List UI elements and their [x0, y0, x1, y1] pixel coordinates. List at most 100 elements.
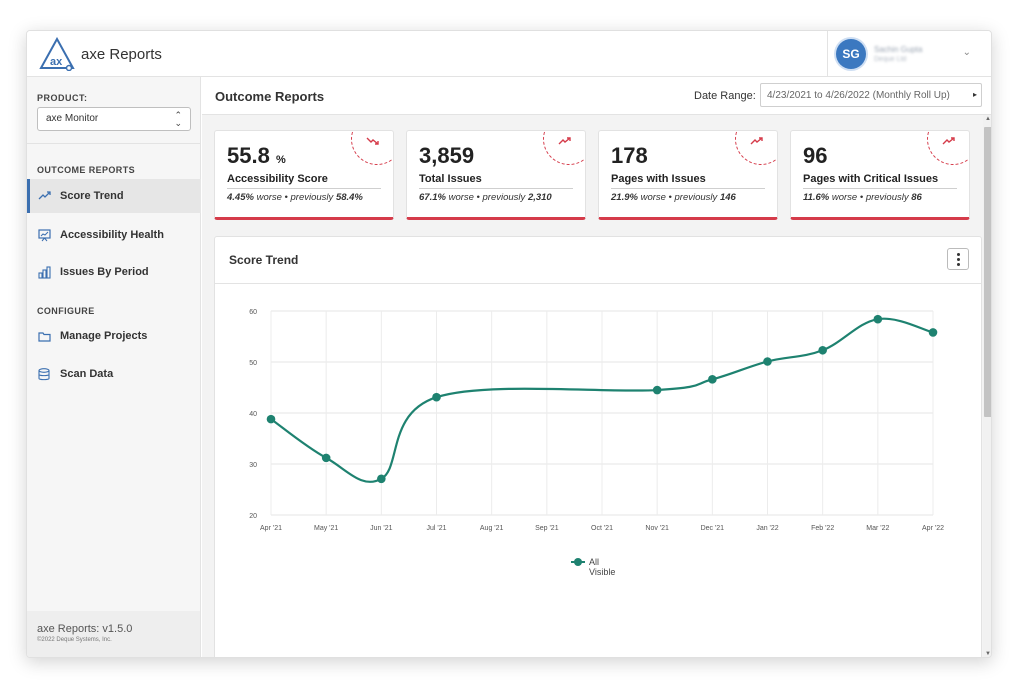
metric-delta: 67.1% worse • previously 2,310 [419, 192, 552, 203]
version-footer: axe Reports: v1.5.0 ©2022 Deque Systems,… [27, 611, 200, 657]
date-range-label: Date Range: [694, 90, 756, 102]
select-arrows-icon: ⌃ ⌄ [174, 110, 182, 128]
x-tick-label: Feb '22 [811, 525, 834, 532]
trend-up-icon [927, 131, 969, 165]
sidebar-item-scan-data[interactable]: Scan Data [27, 357, 201, 391]
database-icon [37, 367, 51, 381]
x-tick-label: Apr '21 [260, 525, 282, 532]
y-tick-label: 40 [249, 411, 257, 418]
data-point [266, 414, 276, 424]
date-range-value: 4/23/2021 to 4/26/2022 (Monthly Roll Up) [767, 90, 950, 101]
y-tick-label: 60 [249, 309, 257, 316]
page-title: Outcome Reports [215, 89, 325, 104]
top-bar: ax axe Reports SG Sachin Gupta Deque Ltd… [27, 31, 991, 77]
divider [803, 188, 957, 189]
score-trend-chart: 20 30 40 50 60 Apr '21 May '21 Jun '21 Jul '21 Au… [249, 309, 944, 532]
metric-card-total-issues[interactable]: 3,859 Total Issues 67.1% worse • previou… [406, 130, 586, 220]
sidebar-item-label: Issues By Period [60, 266, 149, 278]
data-point [432, 392, 441, 402]
metric-delta: 21.9% worse • previously 146 [611, 192, 736, 203]
chart-legend[interactable]: All Visible [571, 557, 615, 577]
scroll-thumb[interactable] [984, 127, 991, 417]
divider [419, 188, 573, 189]
sidebar-item-label: Manage Projects [60, 330, 148, 342]
chart-title: Score Trend [229, 253, 299, 267]
bar-chart-icon [37, 265, 51, 279]
x-tick-label: Apr '22 [922, 525, 944, 532]
vertical-scrollbar[interactable]: ▲ ▼ [983, 115, 991, 657]
trend-icon [37, 189, 51, 203]
score-trend-panel: Score Trend 20 30 40 50 60 Apr '21 May '21 Jun … [214, 236, 982, 657]
scroll-down-icon[interactable]: ▼ [985, 651, 991, 657]
metric-label: Pages with Issues [611, 173, 706, 185]
x-tick-label: Oct '21 [591, 525, 613, 532]
sidebar-item-label: Accessibility Health [60, 229, 164, 241]
x-tick-label: Aug '21 [480, 525, 504, 532]
product-label: PRODUCT: [37, 93, 88, 103]
trend-down-icon [351, 131, 393, 165]
more-options-button[interactable] [947, 248, 969, 270]
sidebar-item-issues-by-period[interactable]: Issues By Period [27, 255, 201, 289]
y-tick-label: 50 [249, 360, 257, 367]
metric-label: Total Issues [419, 173, 482, 185]
x-tick-label: Dec '21 [701, 525, 725, 532]
legend-marker [571, 558, 585, 566]
x-tick-label: Nov '21 [645, 525, 669, 532]
axe-logo-icon: ax [39, 37, 75, 71]
divider [227, 188, 381, 189]
metric-delta: 11.6% worse • previously 86 [803, 192, 922, 203]
x-tick-label: May '21 [314, 525, 338, 532]
app-window: ax axe Reports SG Sachin Gupta Deque Ltd… [26, 30, 992, 658]
app-title: axe Reports [81, 45, 162, 63]
data-point [708, 375, 717, 384]
trend-up-icon [543, 131, 585, 165]
app-logo[interactable]: ax axe Reports [39, 37, 162, 71]
sidebar-item-label: Scan Data [60, 368, 114, 380]
presentation-chart-icon [37, 228, 51, 242]
metric-card-pages-with-issues[interactable]: 178 Pages with Issues 21.9% worse • prev… [598, 130, 778, 220]
chevron-down-icon: ⌄ [962, 47, 971, 58]
sidebar: PRODUCT: axe Monitor ⌃ ⌄ OUTCOME REPORTS … [27, 77, 201, 657]
divider [27, 143, 200, 144]
metric-value: 55.8 % [227, 143, 286, 168]
user-name: Sachin Gupta [874, 45, 923, 54]
data-point [928, 328, 938, 337]
scroll-up-icon[interactable]: ▲ [985, 116, 991, 122]
section-outcome-reports: OUTCOME REPORTS [37, 165, 136, 175]
y-tick-label: 30 [249, 462, 257, 469]
metric-value: 178 [611, 143, 648, 168]
product-select-value: axe Monitor [46, 113, 99, 124]
metric-label: Pages with Critical Issues [803, 173, 939, 185]
avatar: SG [836, 39, 866, 69]
x-tick-label: Jul '21 [426, 525, 446, 532]
metric-card-accessibility-score[interactable]: 55.8 % Accessibility Score 4.45% worse •… [214, 130, 394, 220]
date-range-picker[interactable]: 4/23/2021 to 4/26/2022 (Monthly Roll Up)… [760, 83, 982, 107]
caret-right-icon: ▸ [972, 90, 977, 99]
sidebar-item-manage-projects[interactable]: Manage Projects [27, 319, 201, 353]
sidebar-item-score-trend[interactable]: Score Trend [27, 179, 201, 213]
content-area: 55.8 % Accessibility Score 4.45% worse •… [202, 115, 983, 657]
data-point [763, 357, 772, 366]
x-tick-label: Jan '22 [756, 525, 778, 532]
section-configure: CONFIGURE [37, 306, 95, 316]
main-header: Outcome Reports Date Range: 4/23/2021 to… [202, 77, 991, 115]
sidebar-item-accessibility-health[interactable]: Accessibility Health [27, 218, 201, 252]
svg-text:ax: ax [50, 56, 63, 68]
folder-icon [37, 329, 51, 343]
divider [611, 188, 765, 189]
data-point [873, 314, 883, 324]
metric-value: 96 [803, 143, 828, 168]
product-select[interactable]: axe Monitor ⌃ ⌄ [37, 107, 191, 131]
main-panel: Outcome Reports Date Range: 4/23/2021 to… [202, 77, 991, 657]
data-point [652, 385, 662, 395]
data-point [377, 474, 386, 484]
y-tick-label: 20 [249, 513, 257, 520]
x-tick-label: Mar '22 [866, 525, 889, 532]
metric-label: Accessibility Score [227, 173, 328, 185]
x-tick-label: Jun '21 [370, 525, 392, 532]
metric-card-pages-with-critical-issues[interactable]: 96 Pages with Critical Issues 11.6% wors… [790, 130, 970, 220]
data-point [321, 453, 331, 463]
user-menu[interactable]: SG Sachin Gupta Deque Ltd ⌄ [827, 31, 979, 77]
sidebar-item-label: Score Trend [60, 190, 124, 202]
chart-header: Score Trend [215, 237, 981, 284]
